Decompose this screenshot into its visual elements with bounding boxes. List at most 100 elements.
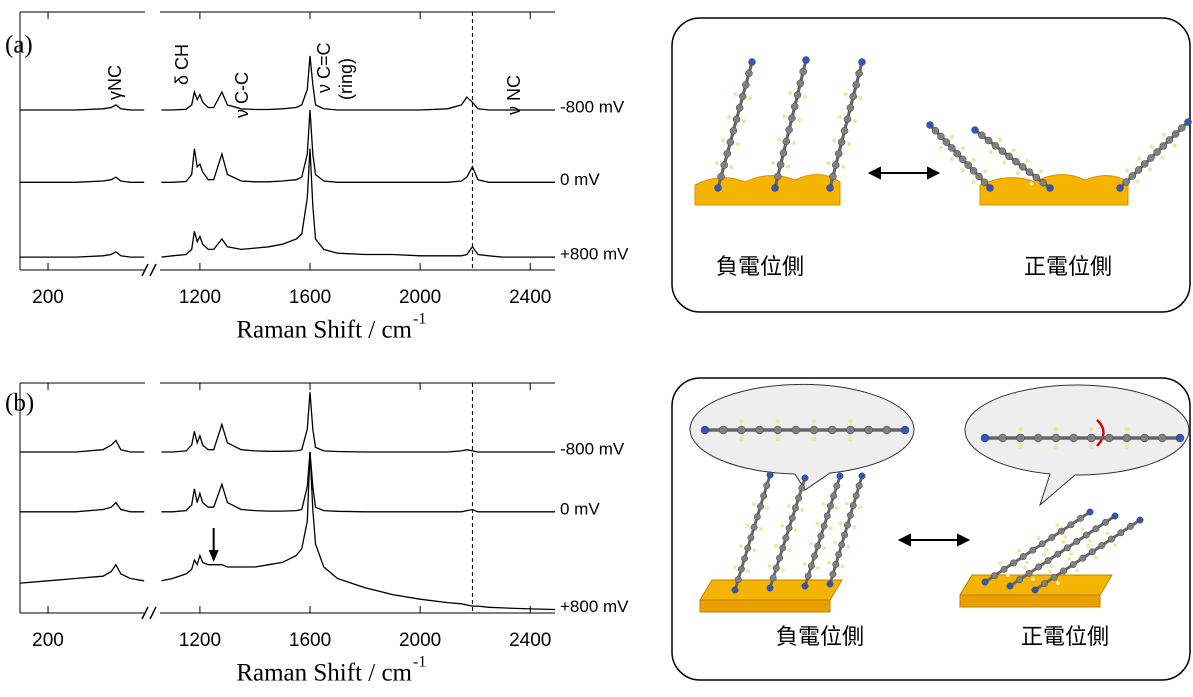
peak-annotation: δ CH bbox=[172, 44, 192, 85]
atom-h bbox=[1088, 426, 1094, 432]
atom bbox=[782, 137, 791, 146]
atom-h bbox=[1067, 556, 1072, 561]
atom bbox=[1098, 542, 1106, 549]
atom bbox=[1111, 512, 1119, 520]
atom bbox=[772, 564, 780, 572]
atom bbox=[844, 521, 851, 529]
atom-h bbox=[1113, 543, 1118, 547]
diagram-label: 正電位側 bbox=[1024, 255, 1112, 280]
atom bbox=[774, 172, 782, 181]
atom bbox=[1038, 540, 1046, 548]
atom bbox=[782, 534, 790, 542]
atom bbox=[1012, 157, 1020, 166]
atom bbox=[792, 504, 799, 512]
atom bbox=[753, 513, 761, 521]
atom-h bbox=[739, 544, 743, 549]
atom bbox=[1147, 154, 1155, 162]
atom-h bbox=[858, 505, 862, 510]
atom-h bbox=[844, 501, 849, 506]
atom bbox=[1006, 582, 1014, 590]
atom-h bbox=[1137, 156, 1142, 161]
atom-h bbox=[1080, 527, 1085, 532]
atom bbox=[1184, 118, 1192, 126]
atom bbox=[827, 502, 834, 510]
gold-slab bbox=[959, 594, 1101, 608]
atom-h bbox=[1025, 560, 1030, 565]
atom bbox=[723, 149, 732, 158]
atom bbox=[843, 115, 852, 124]
atom bbox=[1088, 548, 1096, 556]
atom-h bbox=[840, 564, 845, 569]
atom-h bbox=[767, 563, 772, 568]
atom bbox=[771, 184, 779, 192]
atom bbox=[1041, 580, 1048, 588]
atom-h bbox=[738, 436, 744, 442]
atom bbox=[1057, 527, 1065, 535]
atom bbox=[748, 58, 756, 66]
atom bbox=[731, 586, 739, 594]
atom bbox=[980, 178, 989, 187]
atom bbox=[832, 560, 840, 568]
atom bbox=[1175, 433, 1185, 443]
atom bbox=[1107, 535, 1115, 543]
atom bbox=[1165, 136, 1174, 144]
atom bbox=[738, 92, 747, 101]
atom-h bbox=[846, 544, 851, 549]
atom-h bbox=[782, 114, 787, 119]
atom bbox=[1060, 567, 1068, 575]
atom-h bbox=[837, 115, 843, 120]
atom bbox=[755, 425, 764, 435]
atom bbox=[830, 492, 838, 500]
atom-h bbox=[1015, 170, 1021, 176]
atom bbox=[948, 144, 956, 152]
atom-h bbox=[1050, 564, 1055, 569]
atom bbox=[807, 562, 815, 570]
atom bbox=[802, 56, 810, 64]
atom bbox=[882, 425, 892, 435]
peak-annotation: ν C-C bbox=[232, 72, 252, 118]
atom bbox=[714, 184, 722, 192]
atom bbox=[942, 138, 951, 146]
atom bbox=[1128, 172, 1137, 180]
atom bbox=[829, 570, 837, 578]
atom-h bbox=[846, 141, 852, 147]
atom bbox=[776, 160, 785, 169]
atom bbox=[1044, 557, 1052, 564]
atom-h bbox=[775, 436, 781, 442]
atom bbox=[846, 511, 854, 519]
atom-h bbox=[1161, 132, 1167, 137]
atom-h bbox=[745, 523, 750, 528]
atom-h bbox=[735, 142, 740, 147]
atom-h bbox=[938, 145, 943, 150]
atom bbox=[1178, 124, 1186, 132]
atom bbox=[1159, 142, 1168, 150]
atom-h bbox=[811, 418, 817, 424]
gold-surface bbox=[694, 174, 841, 206]
axis-break bbox=[141, 606, 149, 620]
x-tick-label: 1600 bbox=[289, 287, 331, 308]
atom bbox=[1171, 130, 1180, 138]
atom bbox=[846, 425, 855, 435]
atom bbox=[796, 79, 805, 88]
series-label: 0 mV bbox=[560, 170, 600, 189]
series-label: -800 mV bbox=[560, 439, 625, 458]
atom-h bbox=[1044, 547, 1049, 552]
atom-h bbox=[1042, 552, 1047, 557]
atom bbox=[1051, 433, 1061, 443]
atom-h bbox=[765, 506, 770, 511]
atom bbox=[1048, 534, 1056, 541]
atom-h bbox=[827, 560, 831, 565]
atom-h bbox=[1017, 548, 1022, 553]
axis-break bbox=[141, 263, 149, 277]
x-axis-title: Raman Shift / cm bbox=[236, 317, 412, 344]
spectrum-line bbox=[20, 392, 555, 453]
diagram-label: 負電位側 bbox=[776, 625, 864, 650]
atom bbox=[814, 542, 822, 550]
x-tick-label: 2000 bbox=[399, 287, 441, 308]
atom-h bbox=[1135, 179, 1140, 184]
atom bbox=[1031, 586, 1039, 594]
atom bbox=[1073, 538, 1081, 545]
atom bbox=[766, 471, 774, 479]
atom-h bbox=[802, 94, 808, 99]
